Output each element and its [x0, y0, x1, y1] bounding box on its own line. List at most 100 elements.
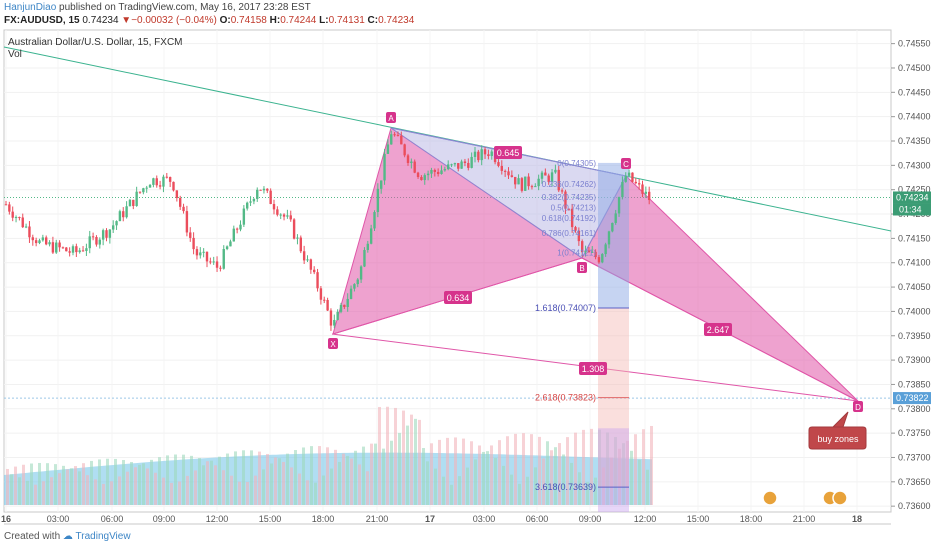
candle-body: [497, 162, 500, 166]
candle-body: [426, 173, 430, 176]
candle-body: [182, 206, 185, 212]
candle-body: [349, 288, 353, 299]
volume-bar: [70, 468, 73, 505]
candle-body: [581, 241, 584, 253]
x-tick-label: 03:00: [473, 514, 496, 524]
candle-body: [122, 211, 125, 218]
candle-body: [577, 230, 581, 242]
volume-bar: [342, 453, 345, 505]
candle-body: [68, 251, 71, 253]
candle-body: [617, 197, 621, 214]
volume-bar: [382, 448, 385, 505]
y-tick-label: 0.74350: [898, 136, 931, 146]
volume-bar: [170, 482, 173, 505]
candle-body: [467, 162, 470, 168]
volume-bar: [326, 447, 329, 505]
instrument-title: Australian Dollar/U.S. Dollar, 15, FXCM: [8, 37, 183, 48]
candle-body: [276, 209, 279, 215]
candle-body: [239, 224, 242, 230]
candle-body: [544, 172, 547, 176]
economic-event-icon: [762, 490, 778, 506]
volume-bar: [282, 461, 285, 505]
candle-body: [118, 211, 122, 222]
candle-body: [530, 186, 534, 188]
candle-body: [540, 172, 544, 179]
candle-body: [229, 241, 232, 247]
volume-bar: [302, 447, 305, 505]
candle-body: [225, 246, 229, 250]
volume-bar: [638, 459, 641, 505]
volume-bar: [542, 458, 545, 505]
volume-bar: [306, 480, 309, 505]
candle-body: [624, 175, 627, 182]
x-tick-label: 18:00: [740, 514, 763, 524]
volume-bar: [14, 466, 17, 505]
candle-body: [473, 151, 477, 157]
point-label-a: A: [386, 112, 396, 123]
volume-bar: [46, 463, 49, 505]
volume-bar: [178, 481, 181, 505]
candle-body: [165, 176, 168, 178]
candle-body: [24, 226, 28, 228]
fib-retracement-label: 0.236(0.74262): [542, 180, 597, 189]
last-price: 0.74234: [82, 15, 119, 26]
candle-body: [447, 164, 450, 170]
candle-body: [152, 178, 155, 185]
y-tick-label: 0.74450: [898, 87, 931, 97]
volume-bar: [398, 432, 401, 505]
point-label-x: X: [328, 338, 338, 349]
candle-body: [292, 219, 296, 239]
x-tick-label: 15:00: [687, 514, 710, 524]
candle-body: [326, 299, 329, 311]
candle-body: [534, 186, 537, 188]
candle-body: [71, 246, 75, 253]
candle-body: [272, 203, 276, 210]
volume-bar: [510, 474, 513, 505]
candle-body: [554, 169, 557, 173]
candle-body: [537, 178, 540, 187]
volume-bar: [378, 406, 381, 505]
y-tick-label: 0.73700: [898, 452, 931, 462]
author-link[interactable]: HanjunDiao: [4, 2, 57, 13]
volume-bar: [518, 483, 521, 505]
volume-bar: [246, 481, 249, 505]
y-tick-label: 0.74100: [898, 258, 931, 268]
candle-body: [520, 178, 524, 191]
candle-body: [246, 202, 249, 209]
volume-bar: [262, 469, 265, 505]
y-tick-label: 0.74500: [898, 63, 931, 73]
volume-bar: [566, 437, 569, 505]
volume-bar: [190, 455, 193, 505]
candle-body: [614, 213, 617, 223]
low-value: 0.74131: [328, 15, 365, 26]
volume-bar: [66, 469, 69, 505]
candle-body: [601, 254, 604, 263]
volume-bar: [242, 450, 245, 505]
candle-body: [621, 181, 624, 198]
x-tick-label: 12:00: [634, 514, 657, 524]
candle-body: [168, 176, 172, 182]
volume-bar: [314, 482, 317, 505]
tradingview-logo-icon: ☁: [62, 531, 73, 542]
candle-body: [557, 169, 560, 191]
volume-bar: [610, 457, 613, 505]
tradingview-brand[interactable]: TradingView: [75, 531, 131, 542]
volume-bar: [18, 477, 21, 505]
candle-body: [597, 257, 601, 263]
volume-bar: [622, 443, 625, 505]
volume-bar: [30, 463, 33, 505]
candle-body: [423, 175, 426, 181]
point-label-b: B: [577, 262, 587, 273]
ratio-badge-label: 0.634: [447, 293, 470, 303]
quote-line: FX:AUDUSD, 15 0.74234 ▼−0.00032 (−0.04%)…: [4, 15, 415, 26]
volume-bar: [162, 477, 165, 505]
candle-body: [366, 243, 369, 250]
candle-body: [333, 319, 336, 326]
volume-bar: [502, 465, 505, 505]
fib-level-label: 2.618(0.73823): [535, 393, 596, 403]
volume-bar: [410, 414, 413, 505]
volume-bar: [402, 410, 405, 505]
volume-bar: [362, 446, 365, 505]
candle-body: [296, 237, 299, 239]
